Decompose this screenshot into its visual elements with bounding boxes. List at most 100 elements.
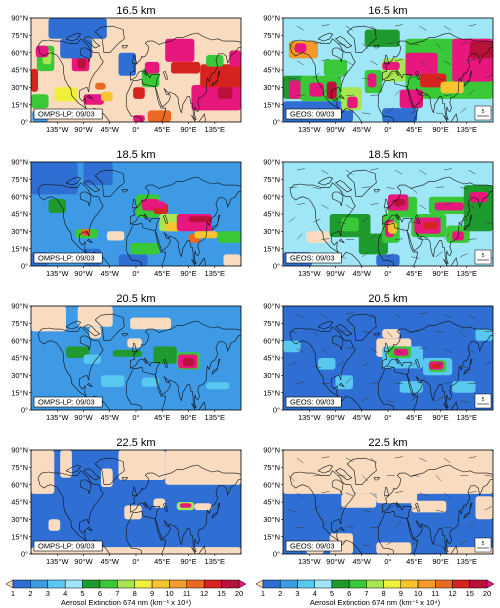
wind-arrow [362, 331, 371, 333]
colorbar-cell [314, 579, 333, 589]
coastlines [289, 313, 493, 410]
coastline [335, 180, 353, 193]
wind-arrow [345, 492, 354, 497]
panel-title: 20.5 km [116, 293, 155, 305]
coastline [289, 470, 356, 546]
panel-tag-box [285, 396, 342, 408]
coastline [155, 519, 167, 554]
lat-tick-label: 0° [21, 406, 28, 415]
coastline [415, 502, 420, 512]
panel-tag-box [33, 252, 103, 264]
wind-arrow [484, 75, 493, 79]
coastline [382, 357, 413, 376]
wind-arrow [411, 361, 418, 367]
lon-tick-label: 0° [132, 269, 139, 278]
lat-tick-label: 45°N [11, 354, 28, 363]
wind-arrow [468, 521, 475, 528]
coastline [338, 383, 345, 388]
contour-level [288, 80, 301, 99]
lon-tick-label: 135°W [46, 413, 70, 422]
lon-tick-label: 0° [384, 557, 391, 566]
wind-arrow [386, 540, 394, 546]
coastline [377, 222, 408, 266]
colorbar-cell [435, 579, 453, 589]
coastline [463, 358, 473, 375]
contour-level [118, 450, 166, 480]
lon-tick-label: 135°W [46, 125, 70, 134]
wind-arrow [386, 218, 395, 223]
contour-level [130, 317, 171, 330]
wind-arrow [321, 204, 329, 209]
wind-arrow [386, 187, 395, 190]
lat-tick-label: 15°N [11, 100, 28, 109]
lon-tick-label: 135°E [204, 125, 225, 134]
lat-tick-label: 30°N [263, 227, 280, 236]
lat-tick-label: 30°N [263, 83, 280, 92]
lon-tick-label: 45°W [101, 125, 120, 134]
wind-arrow [296, 60, 304, 66]
lat-tick-label: 60°N [263, 480, 280, 489]
panel-tag: OMPS-LP: 09/03 [38, 542, 95, 551]
wind-arrow [460, 253, 468, 258]
wind-arrow [435, 509, 444, 512]
coastline [211, 358, 221, 375]
colorbar-level-label: 9 [399, 589, 403, 598]
wind-arrow [411, 505, 419, 511]
wind-arrow [468, 456, 477, 459]
lon-tick-label: 45°E [406, 269, 422, 278]
lat-tick-label: 90°N [11, 446, 28, 455]
contour-level [217, 231, 241, 243]
wind-arrow [460, 107, 467, 113]
wind-arrow [370, 60, 378, 66]
panel-title: 16.5 km [116, 5, 155, 17]
wind-arrow [288, 362, 297, 367]
coastline [331, 479, 344, 495]
wind-arrow [468, 24, 477, 27]
map-panel-2: 16.5 km 0° 15°N 30°N 45°N 60°N 75°N 90°N 135°W 90… [263, 5, 494, 134]
colorbar-level-label: 11 [431, 589, 439, 598]
coastline [65, 464, 81, 474]
wind-arrow [394, 491, 403, 494]
wind-arrow [370, 202, 379, 206]
coastline [384, 342, 389, 353]
wind-arrow [468, 348, 476, 354]
contour-level [31, 306, 66, 332]
wind-arrow [484, 221, 493, 224]
coastline [463, 214, 473, 231]
contour-level [309, 82, 324, 97]
lat-tick-label: 60°N [11, 48, 28, 57]
wind-arrow [468, 491, 477, 494]
wind-arrow [288, 43, 295, 50]
lon-tick-label: 0° [132, 557, 139, 566]
coastline [407, 231, 419, 266]
contour-level [376, 491, 418, 504]
lat-tick-label: 75°N [263, 463, 280, 472]
wind-arrow [345, 25, 353, 31]
wind-arrow [492, 313, 493, 315]
wind-arrow [443, 348, 452, 353]
lon-tick-label: 45°E [154, 269, 170, 278]
lon-tick-label: 90°W [326, 413, 345, 422]
coastlines [37, 169, 241, 266]
colorbar-cell [279, 579, 298, 589]
coastline [163, 214, 168, 224]
coastline [377, 78, 408, 122]
contour-level [294, 43, 307, 53]
colorbar-level-label: 12 [448, 589, 456, 598]
coastline [317, 320, 333, 330]
lat-tick-label: 0° [273, 550, 280, 559]
lon-tick-label: 0° [132, 125, 139, 134]
coastline [155, 231, 167, 266]
lat-tick-label: 60°N [11, 336, 28, 345]
panel-tag-box [285, 540, 342, 552]
wind-arrow [362, 186, 371, 188]
lon-tick-label: 45°W [353, 557, 372, 566]
coastline [83, 180, 101, 193]
coastlines [37, 457, 241, 554]
colorbar-level-label: 7 [364, 589, 368, 598]
contour-level [31, 68, 38, 92]
wind-arrow [435, 77, 444, 80]
wind-arrow [419, 457, 427, 462]
extinction-field [283, 162, 493, 266]
coastline [384, 486, 389, 497]
